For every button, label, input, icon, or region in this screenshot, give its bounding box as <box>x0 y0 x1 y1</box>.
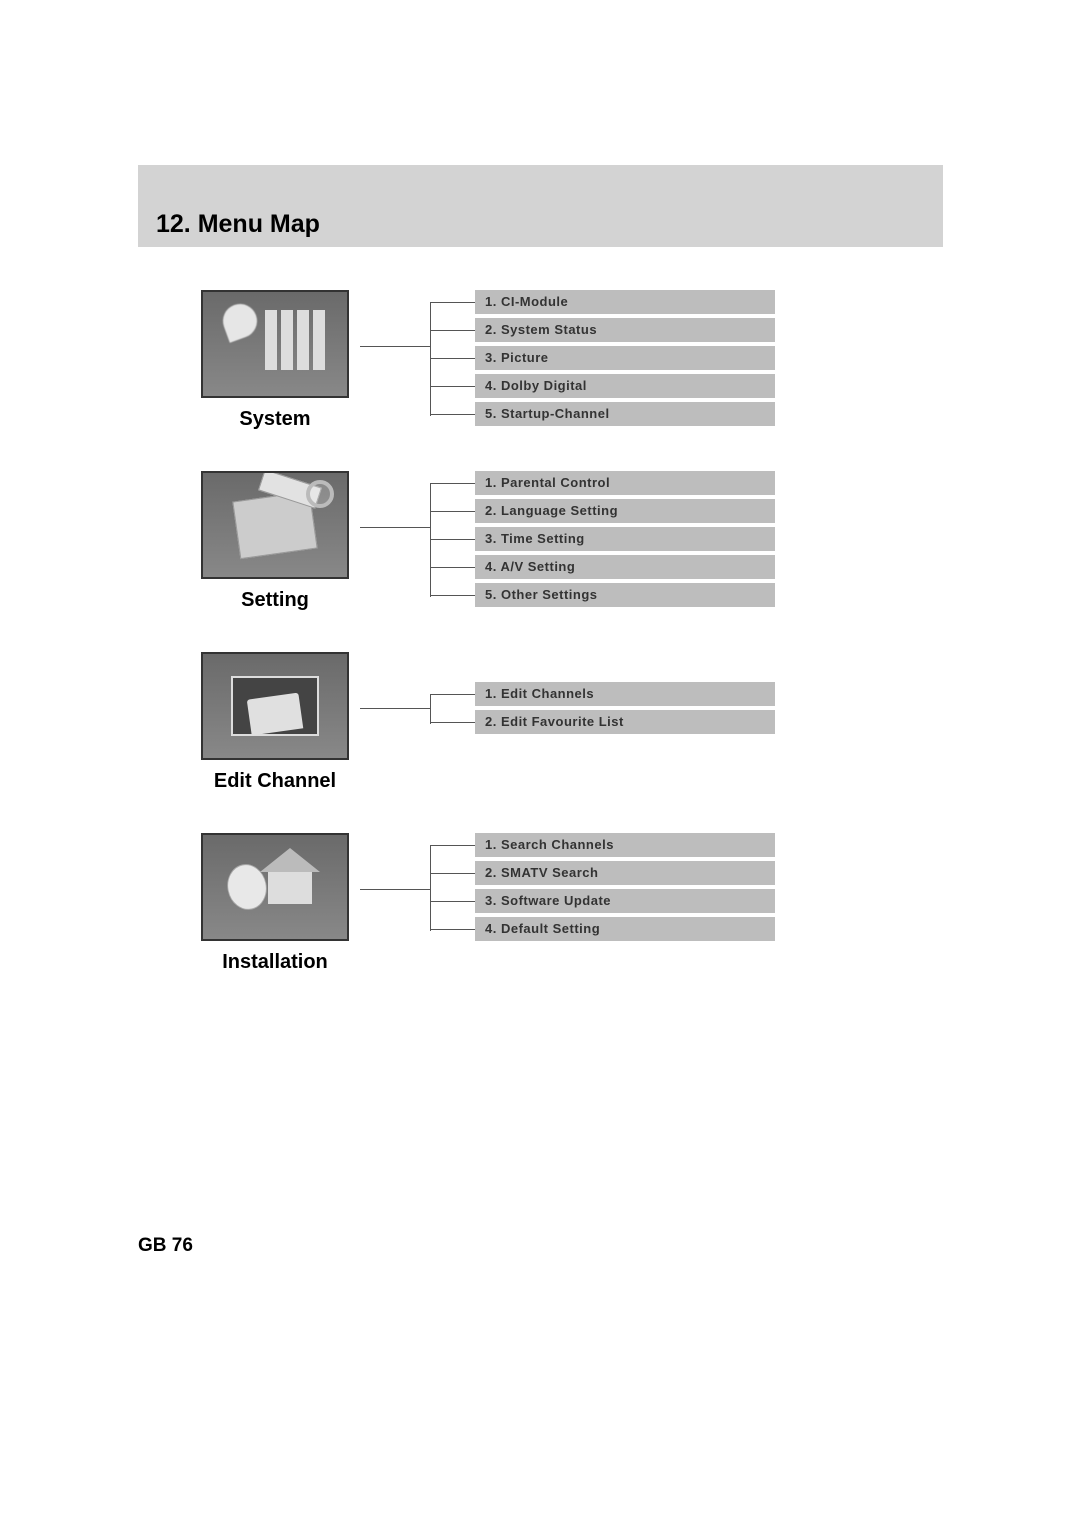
section-label: Installation <box>222 951 328 974</box>
menu-item: 2. SMATV Search <box>475 861 775 885</box>
section-setting: Setting 1. Parental Control 2. Language … <box>190 471 940 612</box>
items-installation: 1. Search Channels 2. SMATV Search 3. So… <box>475 833 940 945</box>
menu-item: 2. Language Setting <box>475 499 775 523</box>
section-edit-channel: Edit Channel 1. Edit Channels 2. Edit Fa… <box>190 652 940 793</box>
menu-item: 1. Parental Control <box>475 471 775 495</box>
menu-item: 4. A/V Setting <box>475 555 775 579</box>
section-installation: Installation 1. Search Channels 2. SMATV… <box>190 833 940 974</box>
menu-item: 4. Default Setting <box>475 917 775 941</box>
menu-item: 1. Search Channels <box>475 833 775 857</box>
menu-map-content: System 1. CI-Module 2. System Status 3. … <box>190 290 940 1014</box>
menu-item: 3. Time Setting <box>475 527 775 551</box>
items-system: 1. CI-Module 2. System Status 3. Picture… <box>475 290 940 430</box>
header-band: 12. Menu Map <box>138 165 943 247</box>
menu-item: 4. Dolby Digital <box>475 374 775 398</box>
icon-block-installation: Installation <box>190 833 360 974</box>
page-footer: GB 76 <box>138 1235 193 1257</box>
icon-block-edit-channel: Edit Channel <box>190 652 360 793</box>
menu-item: 5. Startup-Channel <box>475 402 775 426</box>
section-label: Setting <box>241 589 309 612</box>
folder-screen-icon <box>201 652 349 760</box>
menu-item: 5. Other Settings <box>475 583 775 607</box>
icon-block-setting: Setting <box>190 471 360 612</box>
items-edit-channel: 1. Edit Channels 2. Edit Favourite List <box>475 652 940 738</box>
items-setting: 1. Parental Control 2. Language Setting … <box>475 471 940 611</box>
menu-item: 1. Edit Channels <box>475 682 775 706</box>
section-label: System <box>239 408 310 431</box>
dish-house-icon <box>201 833 349 941</box>
menu-item: 2. System Status <box>475 318 775 342</box>
menu-item: 3. Software Update <box>475 889 775 913</box>
section-label: Edit Channel <box>214 770 336 793</box>
menu-item: 1. CI-Module <box>475 290 775 314</box>
menu-item: 2. Edit Favourite List <box>475 710 775 734</box>
toolbox-icon <box>201 471 349 579</box>
section-system: System 1. CI-Module 2. System Status 3. … <box>190 290 940 431</box>
page-title: 12. Menu Map <box>156 210 320 239</box>
factory-icon <box>201 290 349 398</box>
icon-block-system: System <box>190 290 360 431</box>
menu-item: 3. Picture <box>475 346 775 370</box>
